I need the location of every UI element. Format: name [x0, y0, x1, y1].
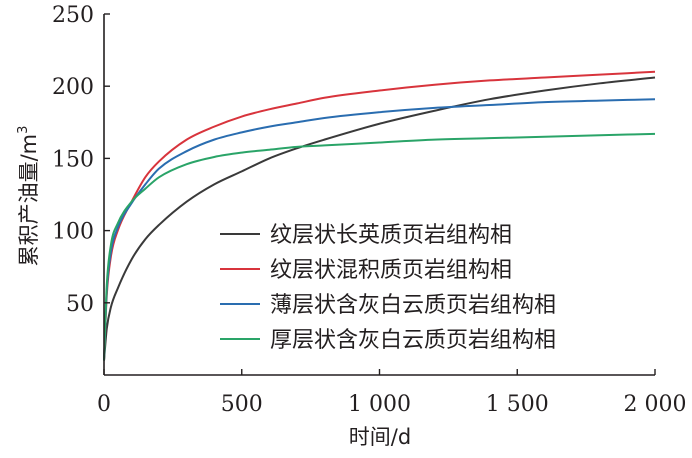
series-line-4: [103, 132, 656, 361]
y-tick-label: 200: [52, 75, 94, 100]
series-line-3: [103, 98, 656, 361]
x-tick-label: 1 000: [348, 392, 411, 417]
x-tick-label: 2 000: [624, 392, 687, 417]
legend: 纹层状长英质页岩组构相纹层状混积质页岩组构相薄层状含灰白云质页岩组构相厚层状含灰…: [220, 223, 556, 353]
legend-label: 纹层状混积质页岩组构相: [270, 258, 512, 283]
x-tick-label: 0: [97, 392, 111, 417]
series-line-2: [103, 70, 656, 361]
legend-label: 纹层状长英质页岩组构相: [270, 223, 512, 248]
y-axis-title-text: 累积产油量/m: [17, 134, 41, 267]
legend-item: 厚层状含灰白云质页岩组构相: [220, 328, 556, 353]
y-tick-label: 100: [52, 220, 94, 245]
y-axis-title: 累积产油量/m3: [16, 126, 41, 267]
legend-label: 厚层状含灰白云质页岩组构相: [270, 328, 556, 353]
tick-marks: [103, 13, 656, 375]
legend-label: 薄层状含灰白云质页岩组构相: [270, 293, 556, 318]
tick-labels: 0 500 1 000 1 500 2 000 50 100 150 200 250: [52, 3, 686, 417]
y-tick-label: 50: [66, 292, 94, 317]
legend-item: 纹层状长英质页岩组构相: [220, 223, 512, 248]
x-tick-label: 1 500: [486, 392, 549, 417]
legend-item: 薄层状含灰白云质页岩组构相: [220, 293, 556, 318]
y-axis-title-superscript: 3: [16, 126, 31, 134]
y-tick-label: 250: [52, 3, 94, 28]
y-tick-label: 150: [52, 147, 94, 172]
series-line-1: [103, 76, 656, 361]
legend-item: 纹层状混积质页岩组构相: [220, 258, 512, 283]
x-tick-label: 500: [221, 392, 263, 417]
x-axis-title: 时间/d: [349, 425, 411, 449]
series-layer: [103, 70, 656, 361]
